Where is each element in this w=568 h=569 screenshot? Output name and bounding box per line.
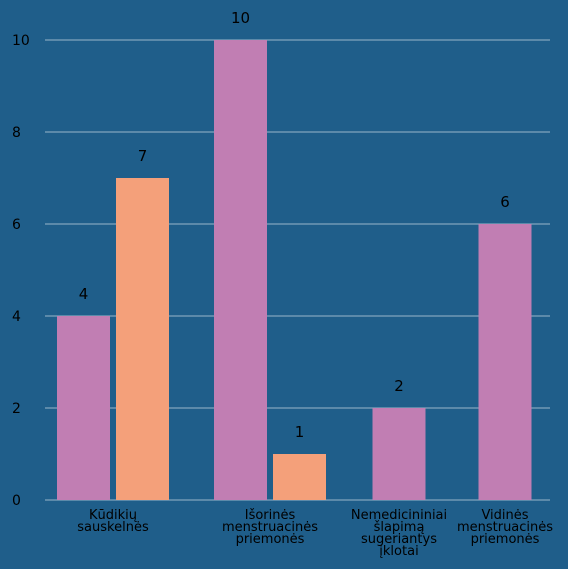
x-tick-label: Nemedicininiai šlapimą sugeriantys įklotai bbox=[351, 508, 447, 559]
data-label: 1 bbox=[295, 423, 305, 441]
bar-series1-cat3 bbox=[372, 408, 426, 500]
y-tick-label: 2 bbox=[12, 401, 21, 417]
bar-series2-cat2 bbox=[273, 454, 326, 500]
bar-series1-cat2 bbox=[214, 40, 267, 500]
data-label: 7 bbox=[138, 147, 148, 165]
y-tick-label: 4 bbox=[12, 309, 21, 325]
bar-series1-cat4 bbox=[478, 224, 532, 500]
bar-series2-cat1 bbox=[116, 178, 169, 500]
y-axis-ticks: 0 2 4 6 8 10 bbox=[12, 33, 30, 509]
data-labels: 4 7 10 1 2 6 bbox=[79, 9, 510, 441]
y-tick-label: 0 bbox=[12, 493, 21, 509]
data-label: 10 bbox=[231, 9, 250, 27]
bar-series1-cat1 bbox=[57, 316, 110, 500]
data-label: 2 bbox=[394, 377, 404, 395]
y-tick-label: 10 bbox=[12, 33, 30, 49]
data-label: 6 bbox=[500, 193, 510, 211]
x-tick-label: Vidinės menstruacinės priemonės bbox=[457, 508, 553, 547]
x-tick-label: Išorinės menstruacinės priemonės bbox=[222, 508, 318, 547]
y-tick-label: 8 bbox=[12, 125, 21, 141]
bars bbox=[57, 40, 532, 500]
x-tick-label: Kūdikių sauskelnės bbox=[77, 508, 149, 535]
x-axis-ticks: Kūdikių sauskelnės Išorinės menstruacinės pr… bbox=[77, 508, 553, 559]
data-label: 4 bbox=[79, 285, 89, 303]
y-tick-label: 6 bbox=[12, 217, 21, 233]
